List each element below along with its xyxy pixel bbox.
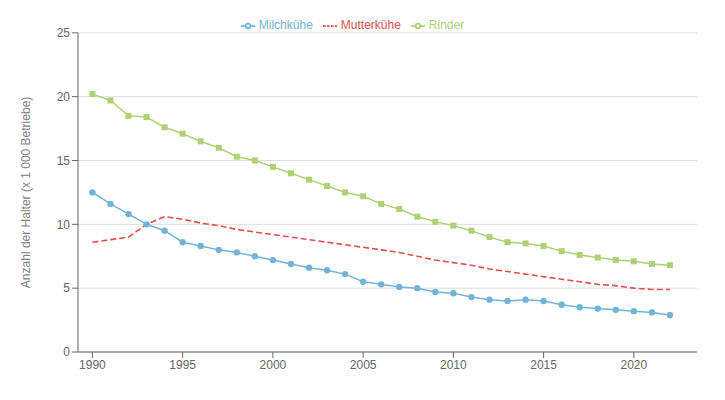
html-text:Mutterkühe: Mutterkühe <box>340 18 401 32</box>
svg-text:25: 25 <box>57 26 71 40</box>
svg-text:10: 10 <box>57 218 71 232</box>
html-text:Milchkühe: Milchkühe <box>258 18 313 32</box>
svg-text:15: 15 <box>57 154 71 168</box>
svg-text:2010: 2010 <box>440 358 467 372</box>
svg-text:5: 5 <box>63 281 70 295</box>
svg-text:20: 20 <box>57 90 71 104</box>
svg-text:0: 0 <box>63 345 70 359</box>
svg-text:1990: 1990 <box>79 358 106 372</box>
svg-text:2015: 2015 <box>530 358 557 372</box>
svg-text:Anzahl der Halter (x 1 000 Bet: Anzahl der Halter (x 1 000 Betriebe) <box>19 97 33 288</box>
svg-text:2000: 2000 <box>260 358 287 372</box>
html-text:Rinder: Rinder <box>428 18 465 32</box>
svg-text:2005: 2005 <box>350 358 377 372</box>
svg-text:2020: 2020 <box>620 358 647 372</box>
svg-text:1995: 1995 <box>169 358 196 372</box>
